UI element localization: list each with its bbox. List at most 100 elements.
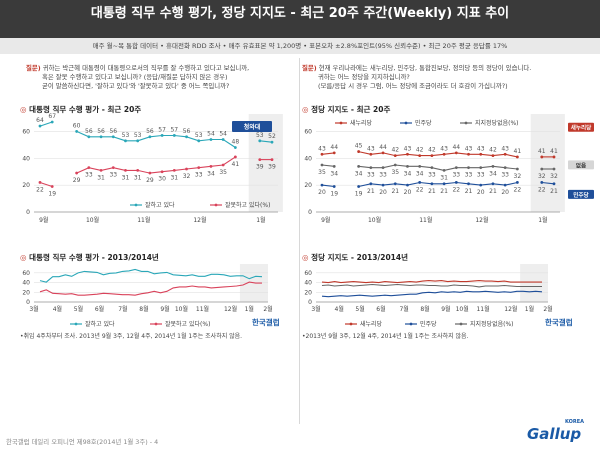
data-label: 22 [514, 186, 522, 193]
data-point [515, 181, 519, 184]
legend-label: 새누리당 [360, 320, 383, 328]
data-point [357, 185, 361, 188]
data-label: 22 [452, 186, 460, 193]
blue-house-icon [232, 121, 272, 132]
y-tick-label: 40 [22, 280, 30, 287]
x-tick-label: 10월 [175, 305, 188, 313]
data-label: 34 [207, 170, 215, 177]
data-label: 32 [514, 173, 522, 180]
chart-title-party-year: ◎ 정당 지지도 - 2013/2014년 [302, 253, 409, 262]
data-label: 33 [195, 172, 203, 179]
data-label: 53 [195, 132, 203, 139]
data-label: 44 [452, 144, 460, 151]
data-point [406, 152, 409, 156]
data-point [503, 183, 507, 187]
data-point [270, 158, 274, 162]
data-point [320, 183, 324, 187]
data-label: 21 [391, 188, 399, 195]
data-label: 54 [219, 130, 227, 137]
data-point [270, 140, 274, 144]
data-point [221, 163, 225, 167]
legend-label: 잘못하고 있다(%) [165, 320, 210, 328]
data-label: 31 [170, 174, 178, 181]
party-end-label: 민주당 [573, 191, 589, 199]
chart-highlight-region [520, 264, 548, 302]
data-label: 19 [330, 190, 338, 197]
data-label: 20 [404, 189, 412, 196]
legend-marker [339, 121, 343, 125]
x-tick-label: 2월 [263, 305, 272, 313]
y-tick-label: 20 [22, 182, 30, 189]
data-point [148, 135, 152, 139]
data-label: 22 [36, 186, 44, 193]
series-line-1 [76, 156, 236, 174]
data-label: 41 [538, 148, 546, 155]
data-label: 35 [219, 169, 227, 176]
data-point [442, 152, 446, 156]
data-point [381, 183, 385, 187]
data-point [381, 151, 385, 155]
data-label: 33 [367, 172, 375, 179]
legend-label: 민주당 [415, 119, 432, 127]
y-tick-label: 20 [304, 289, 312, 296]
data-label: 42 [428, 147, 436, 154]
data-point [467, 152, 470, 156]
data-point [185, 135, 188, 139]
series-line-2 [321, 283, 542, 288]
data-point [393, 182, 397, 186]
x-tick-label: 9월 [39, 216, 48, 224]
y-tick-label: 40 [304, 155, 312, 162]
data-point [369, 166, 373, 170]
data-point [369, 182, 373, 186]
series-line-0 [358, 151, 518, 158]
data-label: 33 [109, 172, 117, 179]
x-tick-label: 12월 [504, 305, 517, 313]
data-label: 42 [416, 147, 424, 154]
data-point [540, 181, 544, 184]
series-line-0 [321, 152, 335, 155]
legend-marker [214, 203, 218, 207]
data-label: 20 [318, 189, 326, 196]
x-tick-label: 2월 [543, 305, 552, 313]
data-point [209, 138, 213, 141]
data-point [491, 164, 495, 168]
data-label: 32 [538, 173, 546, 180]
data-label: 39 [256, 164, 264, 171]
legend-marker [74, 322, 78, 326]
y-tick-label: 40 [22, 155, 30, 162]
data-point [393, 163, 397, 167]
data-point [50, 185, 54, 188]
y-tick-label: 60 [22, 270, 30, 277]
data-point [430, 166, 434, 170]
series-line-2 [358, 164, 518, 171]
data-label: 33 [465, 172, 473, 179]
data-point [418, 164, 422, 168]
x-tick-label: 11월 [476, 305, 489, 313]
left-question: 질문) 귀하는 박근혜 대통령이 대통령으로서의 직무를 잘 수행하고 있다고 … [26, 64, 296, 91]
x-tick-label: 4월 [53, 305, 62, 313]
x-tick-label: 11월 [419, 216, 432, 224]
legend-label: 잘하고 있다 [85, 320, 115, 328]
y-tick-label: 0 [308, 209, 312, 216]
data-point [160, 134, 164, 137]
data-point [258, 139, 262, 143]
data-point [467, 166, 470, 170]
question-label: 질문) [26, 64, 41, 72]
y-tick-label: 60 [22, 128, 30, 135]
legend-label: 새누리당 [350, 119, 373, 127]
data-label: 56 [109, 128, 117, 135]
x-tick-label: 3월 [29, 305, 38, 313]
party-end-label: 없음 [576, 161, 586, 169]
data-label: 29 [73, 177, 81, 184]
data-label: 41 [232, 161, 240, 168]
x-tick-label: 10월 [86, 216, 99, 224]
data-point [38, 181, 42, 184]
legend-label: 잘못하고 있다(%) [225, 201, 270, 209]
x-tick-label: 1월 [538, 216, 547, 224]
data-point [75, 130, 79, 133]
column-divider [299, 58, 300, 424]
data-point [124, 168, 127, 172]
data-label: 39 [268, 164, 276, 171]
data-point [393, 154, 397, 158]
